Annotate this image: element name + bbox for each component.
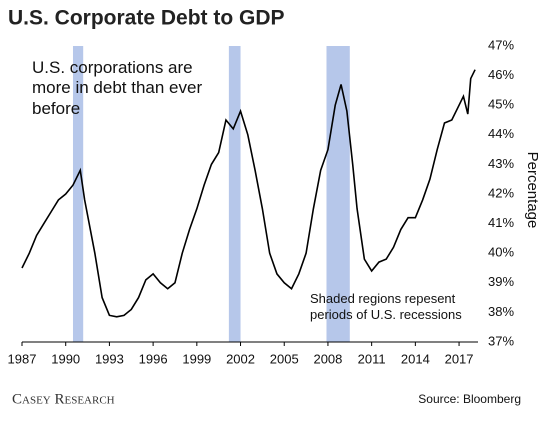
x-tick-label: 2002 xyxy=(226,351,255,366)
y-tick-label: 40% xyxy=(488,245,514,260)
x-tick-label: 2017 xyxy=(445,351,474,366)
y-axis-label: Percentage xyxy=(524,152,541,229)
x-tick-label: 2008 xyxy=(313,351,342,366)
data-line xyxy=(21,69,476,318)
y-tick-label: 47% xyxy=(488,37,514,52)
y-tick-label: 41% xyxy=(488,215,514,230)
x-tick-label: 1987 xyxy=(8,351,37,366)
y-tick-label: 45% xyxy=(488,97,514,112)
logo: Casey Research xyxy=(12,391,115,407)
x-tick-label: 1993 xyxy=(95,351,124,366)
y-tick-label: 39% xyxy=(488,274,514,289)
x-tick-label: 1996 xyxy=(139,351,168,366)
y-tick-label: 44% xyxy=(488,126,514,141)
annotation: U.S. corporations are more in debt than … xyxy=(32,58,203,118)
x-tick-label: 2011 xyxy=(358,351,386,366)
x-tick-label: 1999 xyxy=(182,351,211,366)
chart-title: U.S. Corporate Debt to GDP xyxy=(8,7,285,30)
y-tick-label: 37% xyxy=(488,333,514,348)
recession-band xyxy=(72,46,84,342)
y-tick-label: 38% xyxy=(488,304,514,319)
recession-band xyxy=(228,46,241,342)
x-tick-label: 2014 xyxy=(401,351,430,366)
y-tick-label: 43% xyxy=(488,156,514,171)
y-tick-label: 46% xyxy=(488,67,514,82)
x-tick-label: 1990 xyxy=(51,351,80,366)
annotation: Shaded regions repesent periods of U.S. … xyxy=(310,291,462,322)
x-tick-label: 2005 xyxy=(270,351,299,366)
source: Source: Bloomberg xyxy=(418,392,521,406)
y-tick-label: 42% xyxy=(488,185,514,200)
